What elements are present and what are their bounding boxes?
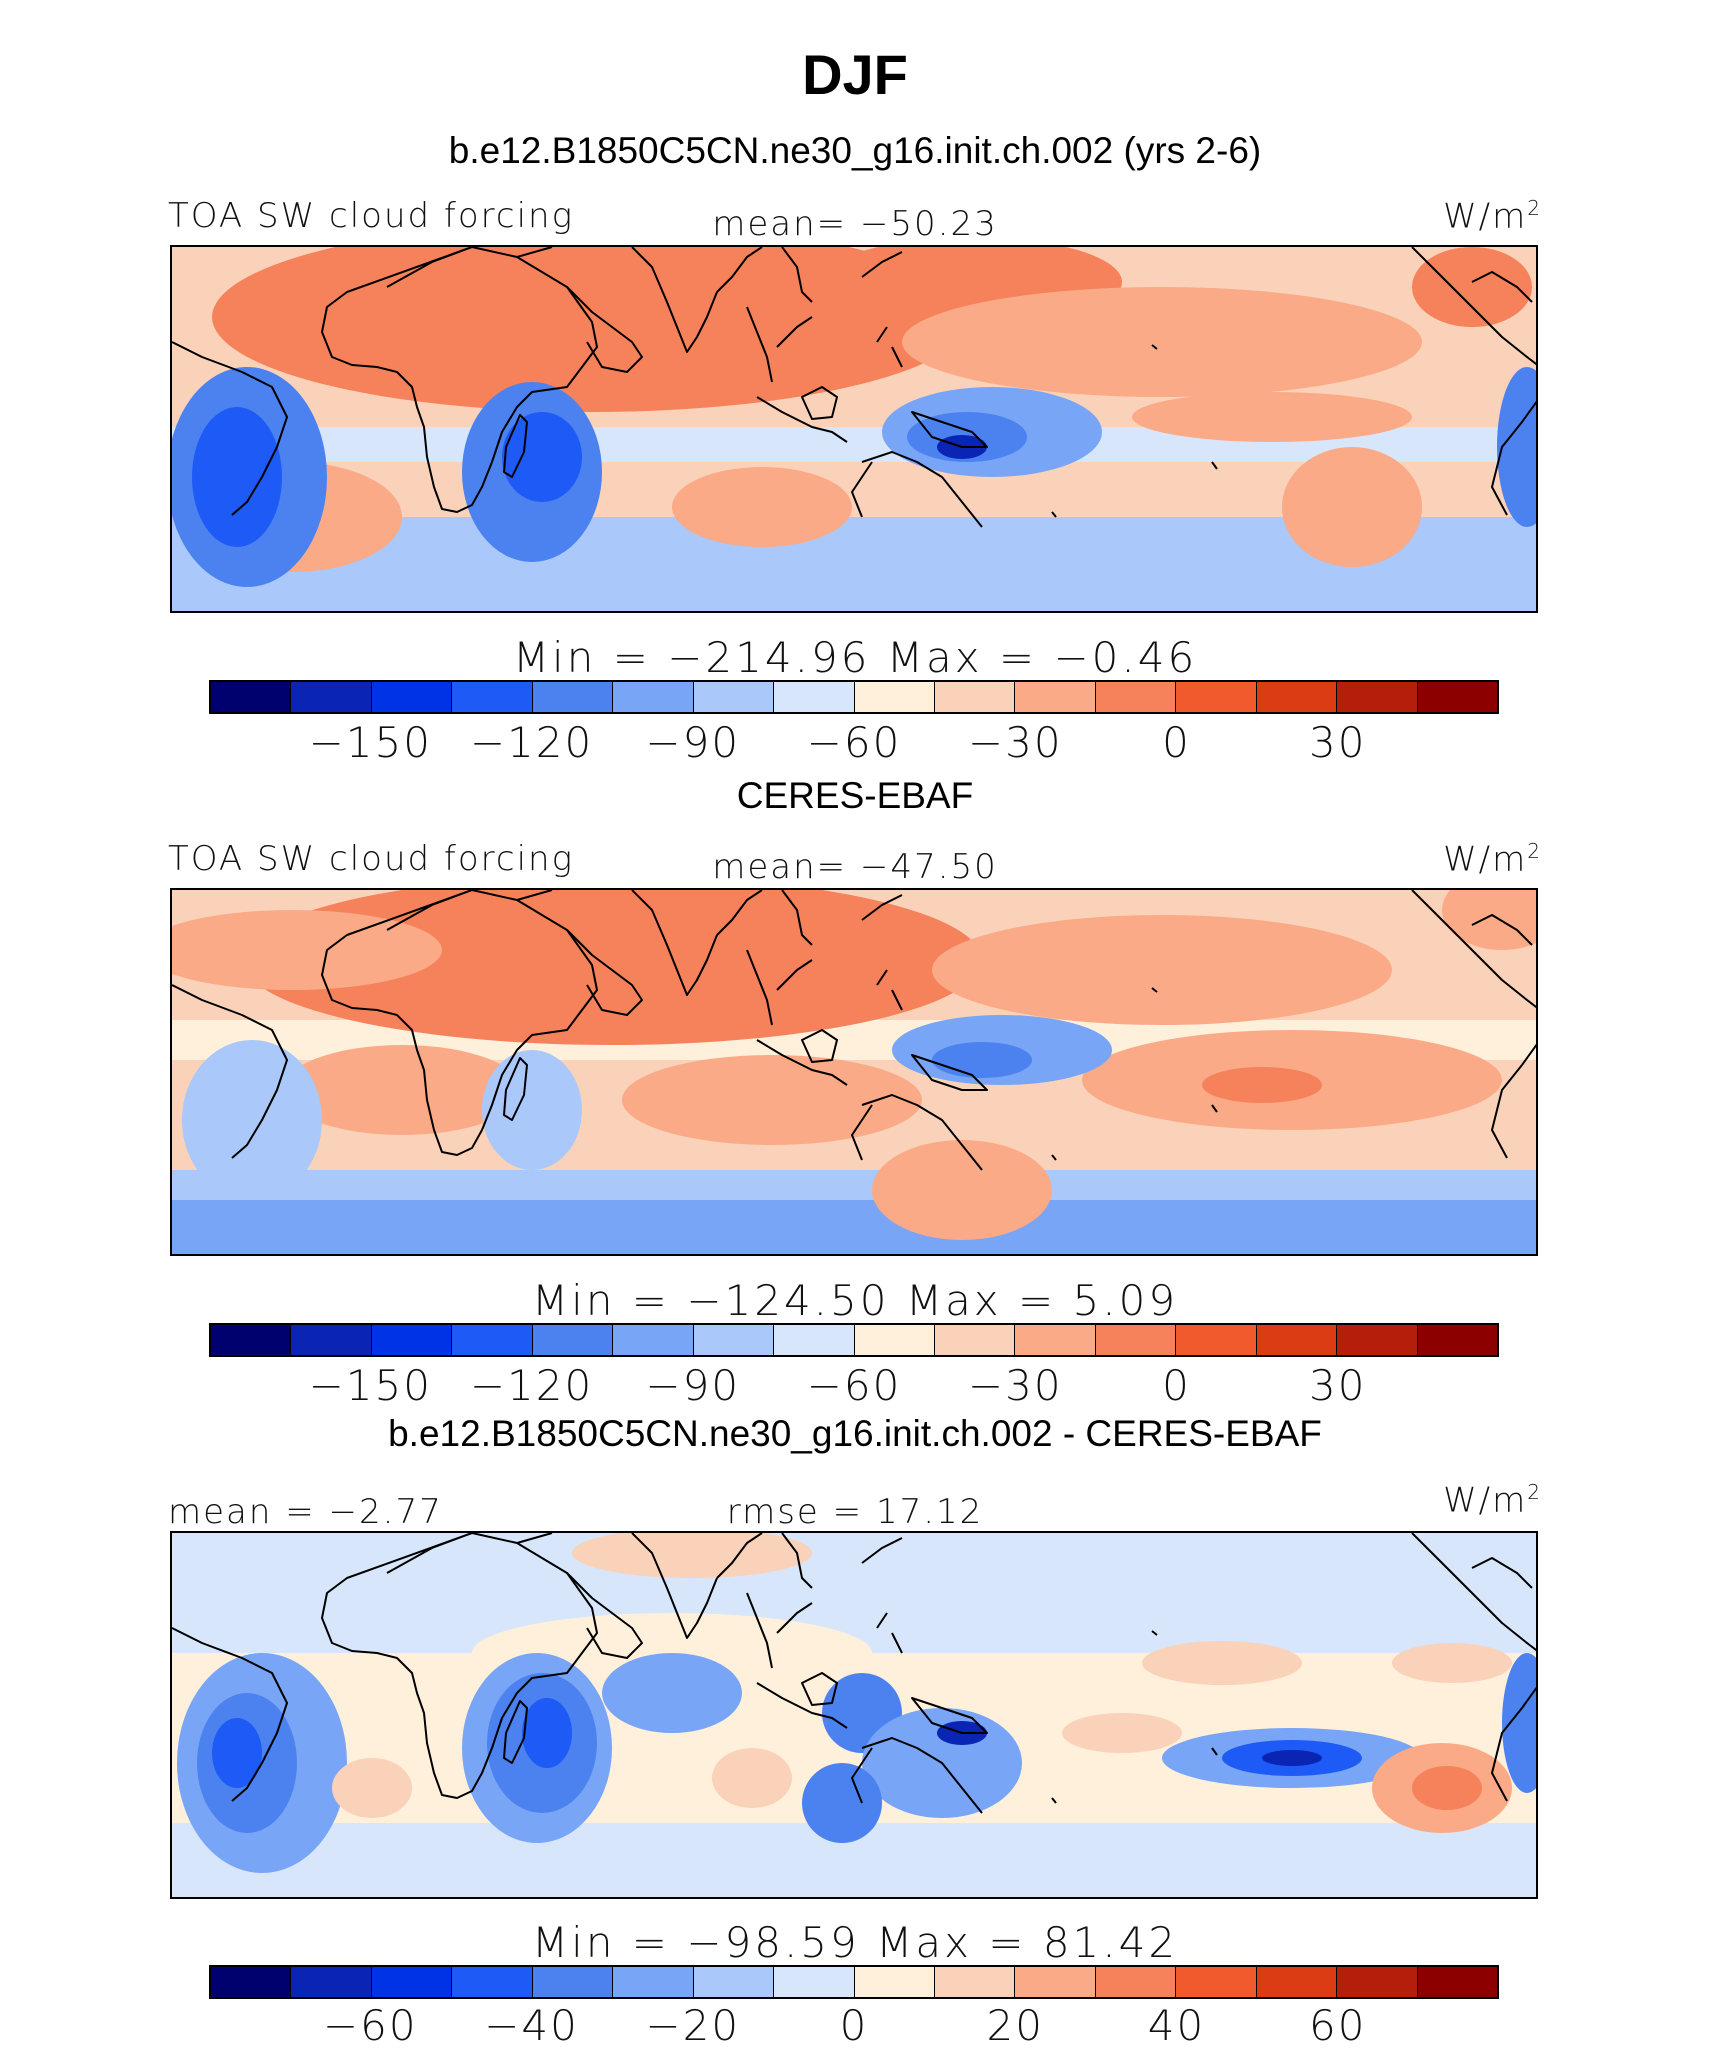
panel-3-colorbar-ticks: −60 −40 −20 0 20 40 60 [0,2001,1710,2051]
panel-3-rmse-label: rmse = 17.12 [726,1492,984,1532]
colorbar-swatch [1256,682,1338,712]
colorbar-swatch [1015,1967,1096,1997]
colorbar-tick-label: −120 [469,718,594,767]
colorbar-swatch [291,682,372,712]
panel-1-colorbar-ticks: −150 −120 −90 −60 −30 0 30 [0,718,1710,768]
panel-1-minmax: Min = −214.96 Max = −0.46 [512,633,1198,682]
panel-2-variable-label: TOA SW cloud forcing [168,839,574,879]
panel-1-units: W/m2 [1443,196,1542,237]
panel-3-colorbar [209,1965,1499,1999]
colorbar-swatch [1337,682,1418,712]
panel-3-mean-label: mean = −2.77 [168,1492,443,1532]
colorbar-tick-label: 30 [1309,718,1367,767]
panel-2-minmax: Min = −124.50 Max = 5.09 [531,1276,1179,1325]
colorbar-tick-label: −150 [308,1361,432,1410]
panel-2-colorbar-ticks: −150 −120 −90 −60 −30 0 30 [0,1361,1710,1411]
colorbar-swatch [532,682,614,712]
colorbar-swatch [452,1325,533,1355]
colorbar-swatch [854,1967,935,1997]
panel-3-map [170,1531,1538,1899]
panel-2-map [170,888,1538,1256]
colorbar-swatch [854,1325,935,1355]
colorbar-swatch [774,1967,855,1997]
colorbar-tick-label: −60 [322,2001,418,2050]
figure-title: DJF [802,43,908,106]
colorbar-tick-label: −40 [484,2001,579,2050]
panel-2-colorbar [209,1323,1499,1357]
colorbar-swatch [613,682,694,712]
colorbar-swatch [693,1325,775,1355]
panel-3-minmax: Min = −98.59 Max = 81.42 [531,1918,1179,1967]
colorbar-swatch [1095,682,1177,712]
colorbar-tick-label: −20 [645,2001,741,2050]
panel-2-title: CERES-EBAF [736,775,974,816]
colorbar-swatch [1337,1967,1418,1997]
colorbar-swatch [1095,1967,1177,1997]
colorbar-tick-label: −120 [469,1361,594,1410]
colorbar-swatch [613,1325,694,1355]
colorbar-swatch [371,1967,453,1997]
colorbar-swatch [774,1325,855,1355]
colorbar-swatch [1095,1325,1177,1355]
colorbar-tick-label: −90 [645,1361,741,1410]
colorbar-swatch [613,1967,694,1997]
colorbar-swatch [452,682,533,712]
panel-1-map [170,245,1538,613]
colorbar-swatch [371,1325,453,1355]
colorbar-swatch [211,1325,292,1355]
colorbar-tick-label: 0 [839,2001,869,2050]
panel-3-units: W/m2 [1443,1480,1542,1521]
panel-2-mean-label: mean= −47.50 [712,847,998,887]
colorbar-swatch [371,682,453,712]
colorbar-swatch [934,1967,1016,1997]
colorbar-swatch [1417,682,1497,712]
colorbar-swatch [1417,1325,1497,1355]
colorbar-swatch [211,1967,292,1997]
colorbar-tick-label: −60 [806,1361,902,1410]
colorbar-swatch [532,1967,614,1997]
colorbar-tick-label: −90 [645,718,741,767]
colorbar-swatch [1256,1967,1338,1997]
colorbar-tick-label: 60 [1309,2001,1367,2050]
colorbar-swatch [1256,1325,1338,1355]
panel-1-colorbar [209,680,1499,714]
colorbar-swatch [1015,1325,1096,1355]
colorbar-swatch [291,1967,372,1997]
colorbar-tick-label: 20 [986,2001,1044,2050]
colorbar-swatch [1176,1325,1257,1355]
colorbar-swatch [693,1967,775,1997]
colorbar-swatch [1176,682,1257,712]
colorbar-swatch [452,1967,533,1997]
colorbar-swatch [774,682,855,712]
colorbar-swatch [1015,682,1096,712]
colorbar-swatch [532,1325,614,1355]
panel-2-units: W/m2 [1443,839,1542,880]
colorbar-swatch [854,682,935,712]
colorbar-tick-label: −150 [308,718,432,767]
colorbar-tick-label: 30 [1309,1361,1367,1410]
colorbar-tick-label: 40 [1147,2001,1206,2050]
colorbar-tick-label: −60 [806,718,902,767]
colorbar-tick-label: 0 [1162,718,1191,767]
colorbar-swatch [934,682,1016,712]
colorbar-swatch [1417,1967,1497,1997]
colorbar-swatch [211,682,292,712]
colorbar-tick-label: −30 [967,718,1063,767]
colorbar-swatch [934,1325,1016,1355]
panel-1-mean-label: mean= −50.23 [712,204,998,244]
colorbar-swatch [693,682,775,712]
colorbar-swatch [291,1325,372,1355]
colorbar-tick-label: 0 [1162,1361,1191,1410]
panel-1-title: b.e12.B1850C5CN.ne30_g16.init.ch.002 (yr… [448,130,1262,171]
colorbar-tick-label: −30 [967,1361,1063,1410]
panel-3-title: b.e12.B1850C5CN.ne30_g16.init.ch.002 - C… [388,1413,1322,1454]
panel-1-variable-label: TOA SW cloud forcing [168,196,574,236]
colorbar-swatch [1176,1967,1257,1997]
colorbar-swatch [1337,1325,1418,1355]
